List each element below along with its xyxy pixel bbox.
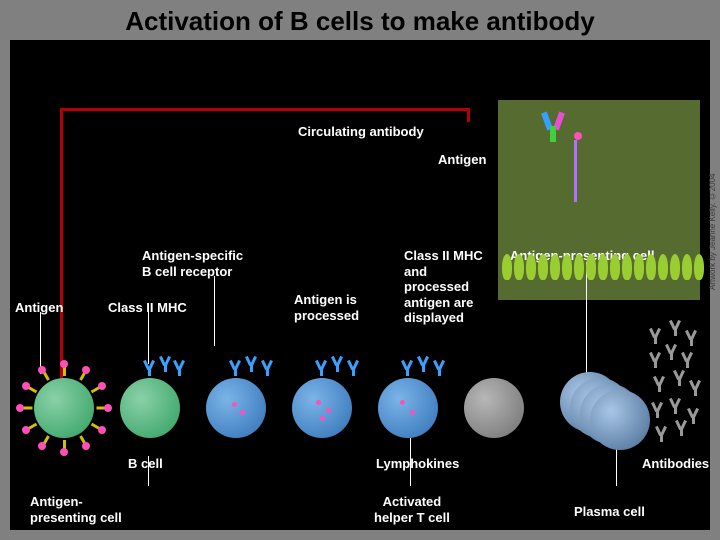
receptor-icon xyxy=(260,360,274,376)
antibody-icon xyxy=(648,352,662,368)
phospholipid-icon xyxy=(670,254,680,280)
receptor-icon xyxy=(400,360,414,376)
phospholipid-icon xyxy=(658,254,668,280)
tcell-icon xyxy=(464,378,524,438)
phospholipid-icon xyxy=(646,254,656,280)
antigen-knob-icon xyxy=(82,366,90,374)
phospholipid-icon xyxy=(562,254,572,280)
receptor-icon xyxy=(314,360,328,376)
pointer-line xyxy=(214,276,215,346)
antigen-dot-icon xyxy=(400,400,405,405)
phospholipid-icon xyxy=(694,254,704,280)
red-line xyxy=(467,108,470,122)
antigen-knob-icon xyxy=(60,448,68,456)
displayed-label: Class II MHC and processed antigen are d… xyxy=(404,248,483,326)
antigen-knob-icon xyxy=(38,366,46,374)
antibody-icon xyxy=(680,352,694,368)
antibody-icon xyxy=(674,420,688,436)
antigen-dot-icon xyxy=(326,408,331,413)
bcell-label: B cell xyxy=(128,456,163,472)
red-line xyxy=(60,108,470,111)
phospholipid-icon xyxy=(538,254,548,280)
processing-cell-icon xyxy=(206,378,266,438)
processed-label: Antigen is processed xyxy=(294,292,359,323)
apc-cell-icon xyxy=(378,378,438,438)
antibodies-label: Antibodies xyxy=(642,456,709,472)
antigen-dot-icon xyxy=(316,400,321,405)
credits-text: Artwork by Jeanne Kelly. ©2004 xyxy=(708,120,718,290)
antibody-icon xyxy=(686,408,700,424)
red-line xyxy=(60,108,63,383)
antibody-icon xyxy=(688,380,702,396)
pointer-line xyxy=(40,312,41,374)
antibody-icon xyxy=(664,344,678,360)
helper-label: Activated helper T cell xyxy=(374,494,450,525)
antigen-knob-icon xyxy=(60,360,68,368)
bcell-icon xyxy=(34,378,94,438)
phospholipid-icon xyxy=(598,254,608,280)
phospholipid-icon xyxy=(574,254,584,280)
antibody-icon xyxy=(650,402,664,418)
receptor-stem xyxy=(574,140,577,202)
bcell-icon xyxy=(120,378,180,438)
receptor-icon xyxy=(172,360,186,376)
phospholipid-icon xyxy=(610,254,620,280)
antigen-knob-icon xyxy=(16,404,24,412)
receptor-label: Antigen-specific B cell receptor xyxy=(142,248,243,279)
receptor-icon xyxy=(432,360,446,376)
processing-cell-icon xyxy=(292,378,352,438)
antibody-icon xyxy=(668,398,682,414)
receptor-icon xyxy=(330,356,344,372)
slide: Activation of B cells to make antibody A… xyxy=(0,0,720,540)
antigen-dot-icon xyxy=(410,410,415,415)
antibody-icon xyxy=(648,328,662,344)
plasma-cell-icon xyxy=(590,390,650,450)
antigen-dot-icon xyxy=(240,410,245,415)
antibody-icon xyxy=(542,112,564,142)
receptor-icon xyxy=(158,356,172,372)
antigen-top-label: Antigen xyxy=(438,152,486,168)
circulating-antibody-label: Circulating antibody xyxy=(298,124,424,140)
plasma-label: Plasma cell xyxy=(574,504,645,520)
antibody-icon xyxy=(672,370,686,386)
antibody-icon xyxy=(654,426,668,442)
receptor-icon xyxy=(244,356,258,372)
phospholipid-icon xyxy=(550,254,560,280)
antigen-dot-icon xyxy=(232,402,237,407)
receptor-icon xyxy=(416,356,430,372)
antigen-knob-icon xyxy=(574,132,582,140)
phospholipid-icon xyxy=(514,254,524,280)
pointer-line xyxy=(148,312,149,364)
antigen-dot-icon xyxy=(320,416,325,421)
antigen-knob-icon xyxy=(22,426,30,434)
receptor-icon xyxy=(346,360,360,376)
phospholipid-icon xyxy=(502,254,512,280)
apc-bottom-label: Antigen- presenting cell xyxy=(30,494,122,525)
antibody-icon xyxy=(652,376,666,392)
phospholipid-icon xyxy=(634,254,644,280)
antigen-knob-icon xyxy=(22,382,30,390)
lymphokines-label: Lymphokines xyxy=(376,456,459,472)
pointer-line xyxy=(586,262,587,376)
phospholipid-icon xyxy=(622,254,632,280)
receptor-icon xyxy=(142,360,156,376)
phospholipid-icon xyxy=(682,254,692,280)
antigen-knob-icon xyxy=(104,404,112,412)
slide-title: Activation of B cells to make antibody xyxy=(0,6,720,37)
receptor-icon xyxy=(228,360,242,376)
phospholipid-icon xyxy=(586,254,596,280)
antibody-icon xyxy=(668,320,682,336)
antibody-icon xyxy=(684,330,698,346)
phospholipid-icon xyxy=(526,254,536,280)
